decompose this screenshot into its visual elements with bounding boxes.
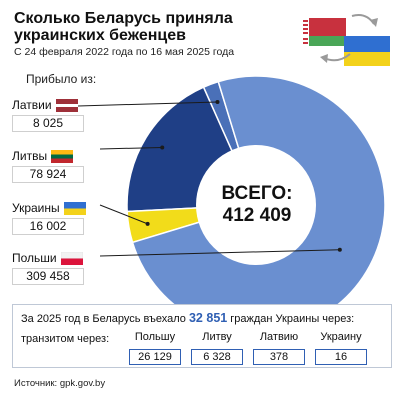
transit-country-value: 26 129 (129, 349, 181, 365)
transit-country-name: Латвию (259, 331, 299, 343)
transit-number: 32 851 (188, 311, 228, 325)
country-value-latvia: 8 025 (12, 115, 84, 132)
leader-line-latvia (77, 101, 218, 107)
leader-dot-lithuania (160, 145, 165, 150)
chart-title: Сколько Беларусь приняла украинских беже… (14, 10, 233, 44)
source-note: Источник: gpk.gov.by (14, 378, 106, 389)
arrow-icon (320, 14, 378, 63)
transit-country-name: Польшу (134, 331, 176, 343)
arrived-label: Прибыло из: (26, 72, 97, 86)
leader-dot-ukraine (145, 221, 150, 226)
transit-country-value: 378 (253, 349, 305, 365)
lithuania-flag-icon (51, 149, 74, 163)
transit-ukraine: Украину 16 (315, 331, 367, 365)
transit-latvia: Латвию 378 (253, 331, 305, 365)
transit-country-name: Украину (320, 331, 362, 343)
country-name-lithuania: Литвы (12, 148, 48, 163)
transit-suffix: граждан Украины через: (230, 313, 355, 325)
leader-line-poland (99, 249, 340, 257)
ukraine-small-flag-icon (63, 201, 86, 215)
country-ukraine: Украины 16 002 (12, 200, 98, 235)
country-poland: Польши 309 458 (12, 250, 98, 285)
belarus-flag-icon (302, 18, 346, 46)
transit-headline: За 2025 год в Беларусь въехало 32 851 гр… (21, 311, 354, 325)
country-lithuania: Литвы 78 924 (12, 148, 98, 183)
flags-illustration (302, 14, 390, 66)
latvia-flag-icon (55, 98, 78, 112)
country-name-latvia: Латвии (12, 97, 52, 112)
leader-dot-latvia (215, 99, 220, 104)
leader-line-lithuania (99, 146, 163, 150)
transit-country-name: Литву (202, 331, 232, 343)
poland-flag-icon (60, 251, 83, 265)
country-value-ukraine: 16 002 (12, 218, 84, 235)
country-name-ukraine: Украины (12, 200, 60, 215)
country-name-poland: Польши (12, 250, 57, 265)
transit-label: транзитом через: (21, 333, 110, 345)
country-value-poland: 309 458 (12, 268, 84, 285)
transit-country-value: 6 328 (191, 349, 243, 365)
donut-hole (196, 145, 316, 265)
total-block: ВСЕГО: 412 409 (202, 183, 312, 227)
transit-poland: Польшу 26 129 (129, 331, 181, 365)
transit-country-value: 16 (315, 349, 367, 365)
leader-dot-poland (337, 247, 342, 252)
country-latvia: Латвии 8 025 (12, 97, 98, 132)
ukraine-flag-icon (344, 36, 390, 66)
leader-line-ukraine (99, 204, 148, 225)
transit-prefix: За 2025 год в Беларусь въехало (21, 313, 186, 325)
chart-subtitle: С 24 февраля 2022 года по 16 мая 2025 го… (14, 46, 235, 58)
leader-lines (77, 99, 342, 257)
transit-lithuania: Литву 6 328 (191, 331, 243, 365)
total-label: ВСЕГО: (221, 183, 293, 204)
transit-box: За 2025 год в Беларусь въехало 32 851 гр… (12, 304, 392, 368)
country-value-lithuania: 78 924 (12, 166, 84, 183)
total-value: 412 409 (222, 205, 292, 226)
